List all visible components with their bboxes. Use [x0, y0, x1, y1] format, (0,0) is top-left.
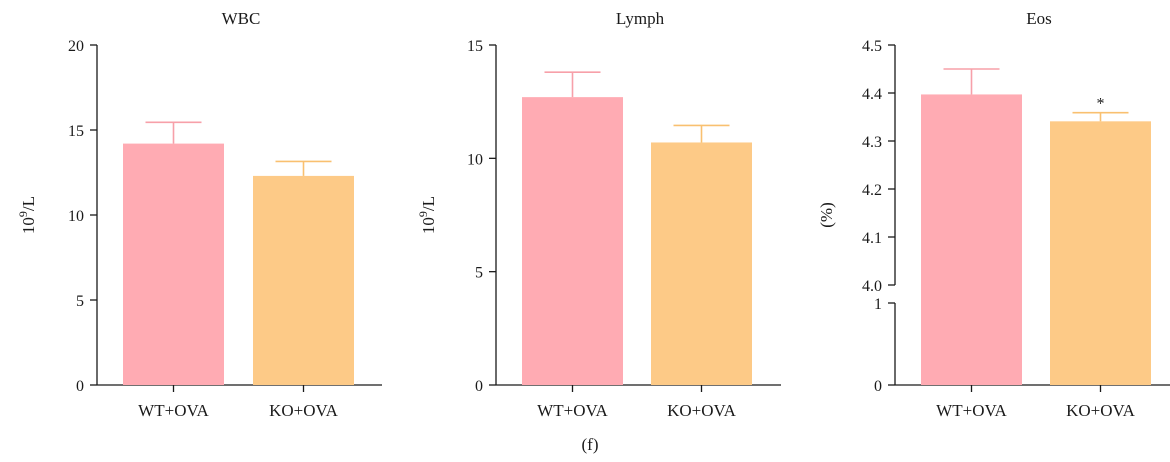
y-axis-label-unit: /L — [19, 196, 38, 211]
y-tick-label: 5 — [76, 293, 84, 310]
y-axis-label-exponent: 9 — [416, 211, 430, 217]
panel-eos: Eos (%) 0 14.0 4.1 4.2 4.3 4.4 4.5 WT+OVA KO+OVA * — [817, 9, 1170, 420]
x-tick-label: KO+OVA — [269, 401, 339, 420]
y-tick-label: 4.5 — [862, 38, 882, 55]
bar — [123, 143, 224, 385]
x-tick-label: WT+OVA — [936, 401, 1007, 420]
y-axis-label: 109/L — [16, 196, 38, 234]
y-tick-label: 0 — [874, 378, 882, 395]
x-tick-label: KO+OVA — [667, 401, 737, 420]
bar — [651, 142, 752, 385]
y-axis-label-base: 10 — [419, 217, 438, 234]
y-tick-label: 4.2 — [862, 182, 882, 199]
bar — [921, 94, 1022, 385]
y-axis-label: (%) — [817, 202, 836, 227]
y-tick-label: 10 — [68, 208, 84, 225]
y-tick-label: 20 — [68, 38, 84, 55]
y-axis-label: 109/L — [416, 196, 438, 234]
y-tick-label: 10 — [467, 151, 483, 168]
panel-title: Eos — [1026, 9, 1052, 28]
y-tick-label: 4.1 — [862, 230, 882, 247]
y-axis-label-unit: /L — [419, 196, 438, 211]
y-axis-label-exponent: 9 — [16, 211, 30, 217]
x-tick-label: KO+OVA — [1066, 401, 1136, 420]
x-tick-label: WT+OVA — [138, 401, 209, 420]
y-axis-label-base: 10 — [19, 217, 38, 234]
bar — [1050, 121, 1151, 385]
y-tick-label: 1 — [874, 296, 882, 313]
significance-marker: * — [1097, 96, 1105, 113]
y-tick-label: 5 — [475, 265, 483, 282]
panel-title: WBC — [222, 9, 261, 28]
y-tick-label: 4.3 — [862, 134, 882, 151]
panel-title: Lymph — [616, 9, 665, 28]
y-tick-label: 0 — [76, 378, 84, 395]
y-tick-label: 15 — [467, 38, 483, 55]
y-tick-label: 4.4 — [862, 86, 882, 103]
figure-caption: (f) — [582, 435, 599, 454]
y-tick-label: 0 — [475, 378, 483, 395]
y-tick-label: 4.0 — [862, 278, 882, 295]
y-tick-label: 15 — [68, 123, 84, 140]
bar — [522, 97, 623, 385]
bar — [253, 175, 354, 385]
x-tick-label: WT+OVA — [537, 401, 608, 420]
